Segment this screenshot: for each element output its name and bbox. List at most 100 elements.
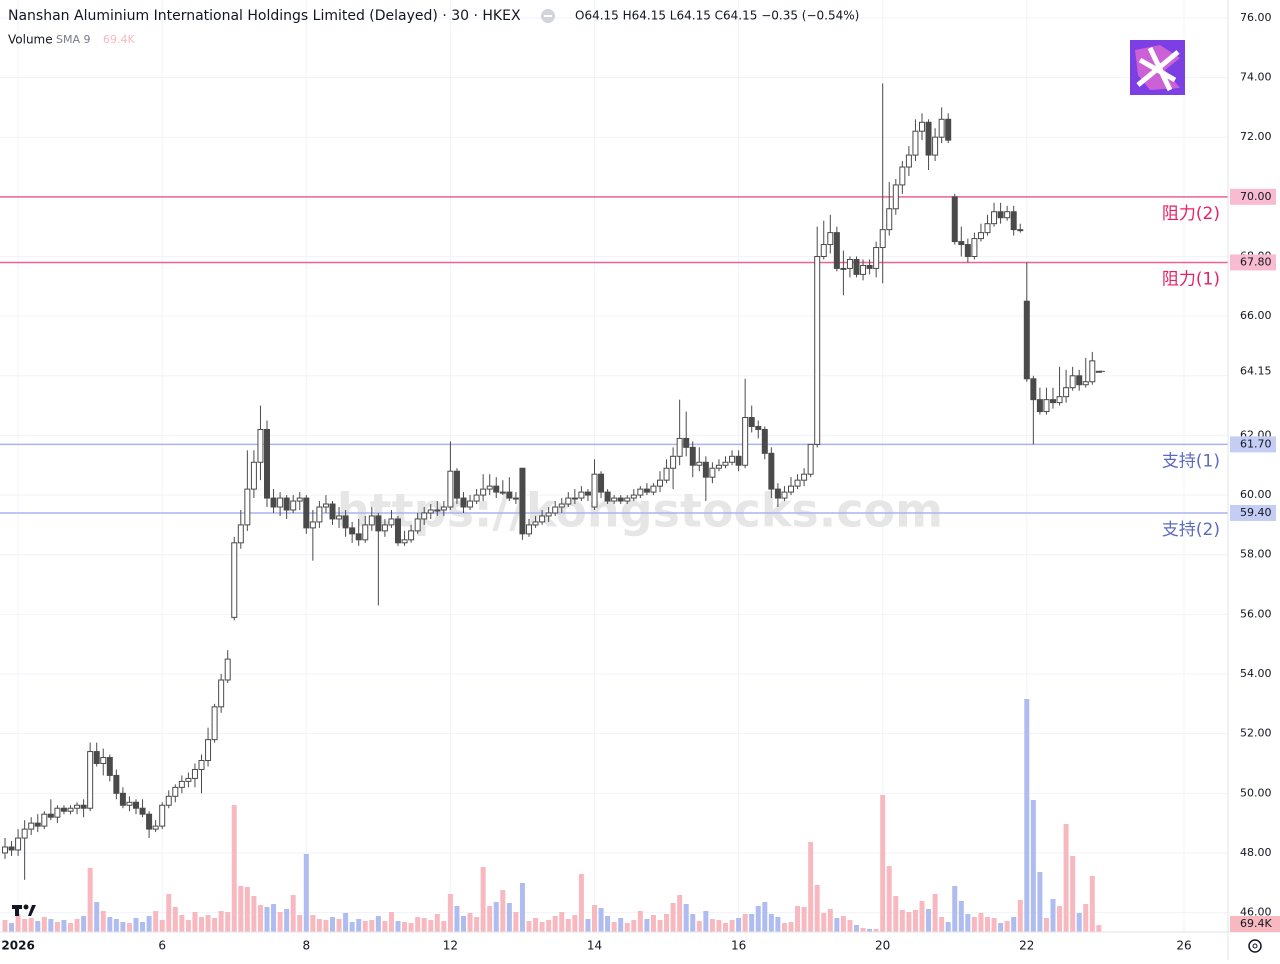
x-tick-label: 8 — [302, 939, 310, 953]
volume-bar — [1017, 900, 1023, 932]
candle-body — [1089, 360, 1096, 383]
volume-bar — [1037, 872, 1043, 932]
candle-body — [401, 539, 408, 544]
volume-bar — [847, 920, 853, 932]
candle-body — [643, 488, 650, 493]
volume-bar — [690, 914, 696, 932]
candle-body — [912, 130, 919, 156]
candle-body — [919, 121, 925, 132]
candle-body — [355, 533, 362, 541]
level-label: 67.80 — [1240, 255, 1272, 268]
candle-body — [905, 154, 912, 168]
volume-bar — [447, 894, 453, 932]
candle-body — [191, 768, 198, 779]
volume-bar — [801, 907, 807, 932]
candle-body — [106, 757, 113, 776]
candle-body — [1010, 211, 1017, 231]
candle-body — [742, 417, 749, 466]
settings-button[interactable] — [1248, 939, 1262, 953]
candle-body — [486, 485, 493, 490]
candle-body — [381, 524, 388, 532]
candle-body — [715, 464, 722, 469]
level-label: 61.70 — [1240, 437, 1272, 450]
volume-bar — [336, 919, 342, 932]
tv-logo-part — [23, 904, 29, 910]
volume-bar — [2, 920, 8, 932]
candle-body — [349, 527, 356, 535]
volume-badge — [1230, 916, 1280, 932]
x-tick-label: 22 — [1019, 939, 1034, 953]
y-tick-label: 72.00 — [1240, 130, 1272, 143]
volume-last: 69.4K — [103, 33, 135, 46]
volume-bar — [598, 908, 604, 932]
volume-bar — [559, 912, 565, 932]
volume-bar — [985, 917, 990, 932]
candle-body — [1069, 375, 1076, 389]
candle-body — [663, 467, 670, 481]
volume-bar — [153, 911, 159, 932]
candle-body — [283, 497, 290, 511]
candle-body — [460, 497, 467, 508]
volume-bar — [1024, 699, 1030, 932]
candle-body — [578, 491, 585, 499]
volume-bar — [330, 917, 335, 932]
candle-body — [971, 238, 978, 257]
candle-body — [846, 258, 853, 269]
volume-bar — [873, 929, 879, 932]
volume-bar — [952, 886, 958, 932]
candle-body — [224, 658, 231, 681]
candle-body — [336, 515, 343, 520]
candle-body — [827, 232, 834, 246]
candle-body — [991, 211, 998, 225]
volume-bar — [1004, 921, 1010, 932]
volume-bar — [225, 912, 231, 932]
volume-bar — [107, 917, 113, 932]
volume-bar — [991, 918, 997, 932]
volume-bar — [487, 906, 493, 932]
volume-bar — [506, 903, 512, 932]
volume-bar — [316, 919, 322, 932]
volume-bar — [22, 919, 28, 932]
settings-gear[interactable] — [1248, 939, 1262, 953]
candle-body — [395, 518, 401, 544]
candle-body — [2, 846, 8, 854]
volume-bar — [402, 922, 408, 932]
volume-bar — [199, 917, 204, 932]
volume-bar — [605, 916, 611, 932]
candle-body — [545, 512, 552, 517]
candle-body — [231, 542, 238, 618]
candle-body — [15, 837, 22, 851]
candle-body — [558, 503, 565, 508]
volume-bar — [428, 920, 434, 932]
candle-body — [696, 461, 703, 466]
volume-bar — [133, 918, 139, 932]
volume-bar — [172, 907, 178, 932]
candle-body — [512, 497, 519, 500]
candle-body — [493, 485, 500, 493]
candle-body — [670, 455, 677, 469]
candle-body — [879, 229, 886, 249]
candle-body — [814, 255, 821, 445]
candle-body — [480, 488, 487, 496]
candle-body — [60, 807, 67, 812]
volume-bar — [755, 906, 761, 932]
volume-bar — [637, 911, 643, 932]
volume-bar — [768, 914, 774, 932]
candle-body — [1036, 399, 1043, 413]
y-tick-label: 56.00 — [1240, 607, 1272, 620]
settings-gear-core[interactable] — [1252, 943, 1258, 949]
volume-bar — [749, 914, 755, 932]
volume-bar — [290, 895, 296, 932]
candle-body — [165, 795, 172, 806]
volume-bar — [906, 912, 912, 932]
candle-body — [1056, 396, 1063, 404]
volume-bar — [1076, 913, 1082, 932]
volume-bar — [179, 915, 185, 932]
levels: 阻力(2) 阻力(1) 支持(1) 支持(2) — [0, 196, 1228, 540]
candle-body — [617, 497, 624, 502]
tv-logo — [12, 904, 36, 916]
candle-body — [453, 470, 460, 499]
candle-body — [375, 515, 382, 532]
volume-bar — [218, 911, 224, 932]
candle-body — [427, 509, 434, 514]
